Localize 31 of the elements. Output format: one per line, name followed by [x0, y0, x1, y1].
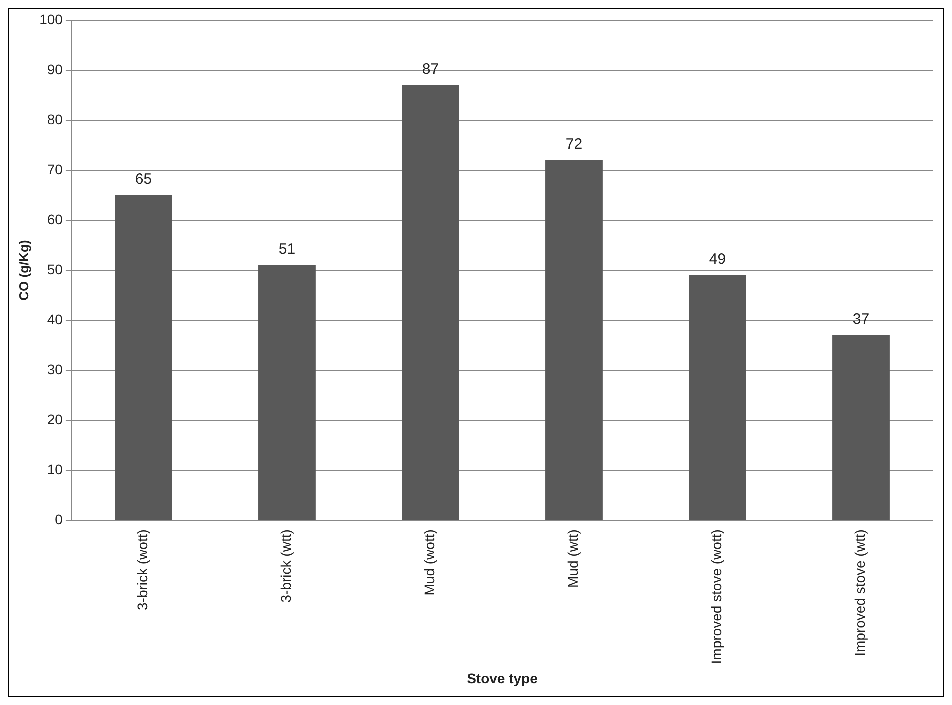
x-tick-label: Improved stove (wott): [708, 530, 725, 664]
data-label: 49: [709, 251, 726, 268]
bar: [546, 160, 603, 520]
y-tick-label: 0: [55, 511, 64, 528]
x-tick-label: Improved stove (wtt): [852, 530, 868, 656]
y-tick-label: 100: [40, 11, 64, 28]
y-axis-title: CO (g/Kg): [16, 240, 32, 301]
x-tick-label: Mud (wtt): [565, 530, 582, 588]
data-label: 65: [135, 171, 152, 188]
data-label: 51: [278, 241, 296, 258]
y-tick-label: 50: [47, 261, 64, 278]
x-tick-label: 3-brick (wtt): [278, 530, 294, 603]
y-tick-label: 90: [47, 61, 64, 78]
y-tick-label: 80: [47, 111, 64, 128]
y-tick-label: 70: [47, 161, 64, 178]
bar: [115, 195, 172, 520]
y-tick-label: 10: [47, 461, 64, 478]
data-label: 37: [852, 311, 870, 328]
data-label: 72: [566, 136, 583, 154]
y-tick-label: 40: [47, 311, 64, 328]
x-tick-label: Mud (wott): [422, 530, 438, 596]
y-tick-label: 20: [47, 411, 64, 428]
bar: [689, 276, 746, 520]
bar: [402, 85, 460, 520]
y-tick-label: 30: [47, 361, 64, 378]
bar: [832, 336, 890, 520]
x-axis-title: Stove type: [467, 670, 538, 686]
data-label: 87: [422, 61, 440, 78]
x-tick-label: 3-brick (wott): [134, 530, 151, 611]
y-tick-label: 60: [47, 211, 64, 228]
bar: [258, 266, 316, 520]
